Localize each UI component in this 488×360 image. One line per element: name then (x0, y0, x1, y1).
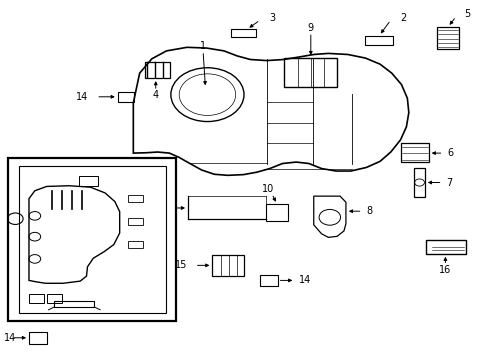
Text: 8: 8 (366, 206, 372, 216)
Bar (230, 30, 256, 37)
Bar (128, 219, 143, 225)
Text: 11: 11 (145, 203, 158, 213)
Bar (284, 58, 336, 87)
Bar (54, 301, 94, 307)
Text: 4: 4 (152, 90, 159, 100)
Bar (265, 204, 288, 221)
Bar (365, 36, 392, 45)
Bar (144, 62, 169, 78)
Bar (79, 176, 98, 186)
Bar (413, 168, 424, 197)
Polygon shape (133, 47, 408, 175)
Text: 3: 3 (268, 13, 274, 23)
Bar (128, 195, 143, 202)
Text: 14: 14 (3, 333, 16, 343)
Text: 9: 9 (307, 23, 313, 33)
Text: 14: 14 (299, 275, 311, 285)
Bar (29, 294, 43, 303)
Bar (29, 332, 46, 343)
Text: 10: 10 (261, 184, 273, 194)
Text: 2: 2 (400, 13, 406, 23)
Text: 13: 13 (15, 299, 27, 309)
Text: 12: 12 (151, 199, 163, 209)
Bar (425, 240, 465, 254)
Bar (47, 294, 61, 303)
Bar (400, 143, 428, 162)
Text: 7: 7 (446, 177, 452, 188)
Bar (128, 241, 143, 248)
Text: 14: 14 (76, 92, 88, 102)
Text: 5: 5 (463, 9, 469, 19)
Bar (260, 275, 277, 286)
Bar (436, 27, 458, 49)
Bar (8, 158, 176, 320)
Text: 1: 1 (200, 41, 206, 51)
Text: 16: 16 (438, 265, 450, 275)
Text: 15: 15 (174, 260, 186, 270)
Text: 6: 6 (447, 148, 452, 158)
Bar (212, 255, 243, 276)
Bar (19, 166, 165, 313)
Bar (118, 92, 134, 102)
